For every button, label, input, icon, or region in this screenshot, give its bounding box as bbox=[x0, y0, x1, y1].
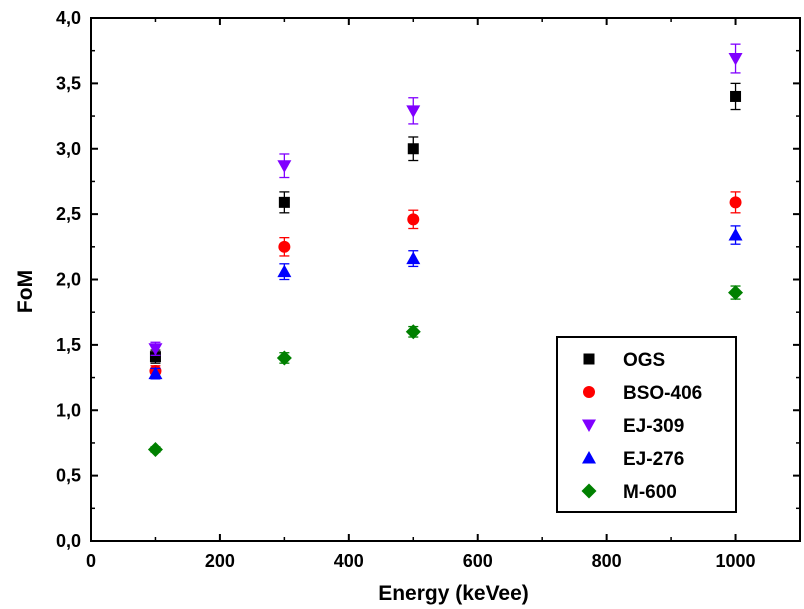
legend-label: EJ-276 bbox=[623, 449, 684, 470]
series-ogs bbox=[149, 82, 742, 364]
data-point bbox=[405, 324, 421, 340]
legend-label: M-600 bbox=[623, 482, 677, 503]
legend-marker bbox=[583, 353, 595, 365]
data-point bbox=[406, 251, 421, 265]
y-tick-label: 2,5 bbox=[56, 204, 81, 224]
legend-item: OGS bbox=[583, 350, 665, 371]
y-tick-label: 0,0 bbox=[56, 531, 81, 551]
y-tick-label: 1,0 bbox=[56, 400, 81, 420]
legend-marker bbox=[582, 419, 596, 432]
data-point bbox=[407, 213, 420, 226]
legend: OGS BSO-406 EJ-309 EJ-276 M-600 bbox=[556, 336, 737, 513]
x-tick-label: 800 bbox=[592, 551, 622, 571]
data-point bbox=[148, 366, 163, 380]
legend-item: EJ-276 bbox=[582, 449, 684, 470]
y-tick-label: 4,0 bbox=[56, 8, 81, 28]
series-ej-309 bbox=[148, 43, 743, 356]
x-tick-label: 400 bbox=[334, 551, 364, 571]
series-ej-276 bbox=[148, 225, 743, 380]
y-tick-label: 3,5 bbox=[56, 73, 81, 93]
y-axis-title: FoM bbox=[14, 270, 37, 313]
data-point bbox=[278, 196, 290, 208]
y-axis: 0,0 0,5 1,0 1,5 2,0 2,5 3,0 3,5 4,0 bbox=[56, 8, 800, 551]
x-axis: 0 200 400 600 800 1000 bbox=[86, 18, 756, 571]
data-point bbox=[148, 343, 163, 356]
y-tick-label: 3,0 bbox=[56, 139, 81, 159]
data-point bbox=[147, 441, 163, 457]
data-point bbox=[276, 350, 292, 366]
legend-label: BSO-406 bbox=[623, 383, 702, 404]
legend-label: OGS bbox=[623, 350, 665, 371]
series-m-600 bbox=[147, 285, 744, 457]
legend-label: EJ-309 bbox=[623, 416, 684, 437]
data-point bbox=[277, 264, 292, 278]
data-point bbox=[149, 351, 161, 363]
data-point bbox=[406, 105, 421, 118]
legend-marker bbox=[582, 451, 596, 464]
x-axis-title: Energy (keVee) bbox=[378, 582, 529, 605]
legend-item: BSO-406 bbox=[583, 383, 702, 404]
y-tick-label: 2,0 bbox=[56, 270, 81, 290]
x-tick-label: 200 bbox=[205, 551, 235, 571]
x-tick-label: 600 bbox=[463, 551, 493, 571]
data-point bbox=[407, 143, 419, 155]
data-point bbox=[278, 240, 291, 253]
data-point bbox=[729, 196, 742, 209]
legend-marker bbox=[583, 386, 595, 398]
data-point bbox=[728, 53, 743, 66]
data-point bbox=[277, 160, 292, 173]
data-point bbox=[728, 228, 743, 241]
x-tick-label: 1000 bbox=[716, 551, 756, 571]
data-point bbox=[728, 285, 744, 301]
data-point bbox=[730, 90, 742, 102]
legend-item: EJ-309 bbox=[582, 416, 684, 437]
legend-marker bbox=[581, 483, 597, 499]
x-tick-label: 0 bbox=[86, 551, 96, 571]
y-tick-label: 0,5 bbox=[56, 466, 81, 486]
data-markers bbox=[147, 43, 744, 457]
y-tick-label: 1,5 bbox=[56, 335, 81, 355]
legend-item: M-600 bbox=[581, 482, 677, 503]
